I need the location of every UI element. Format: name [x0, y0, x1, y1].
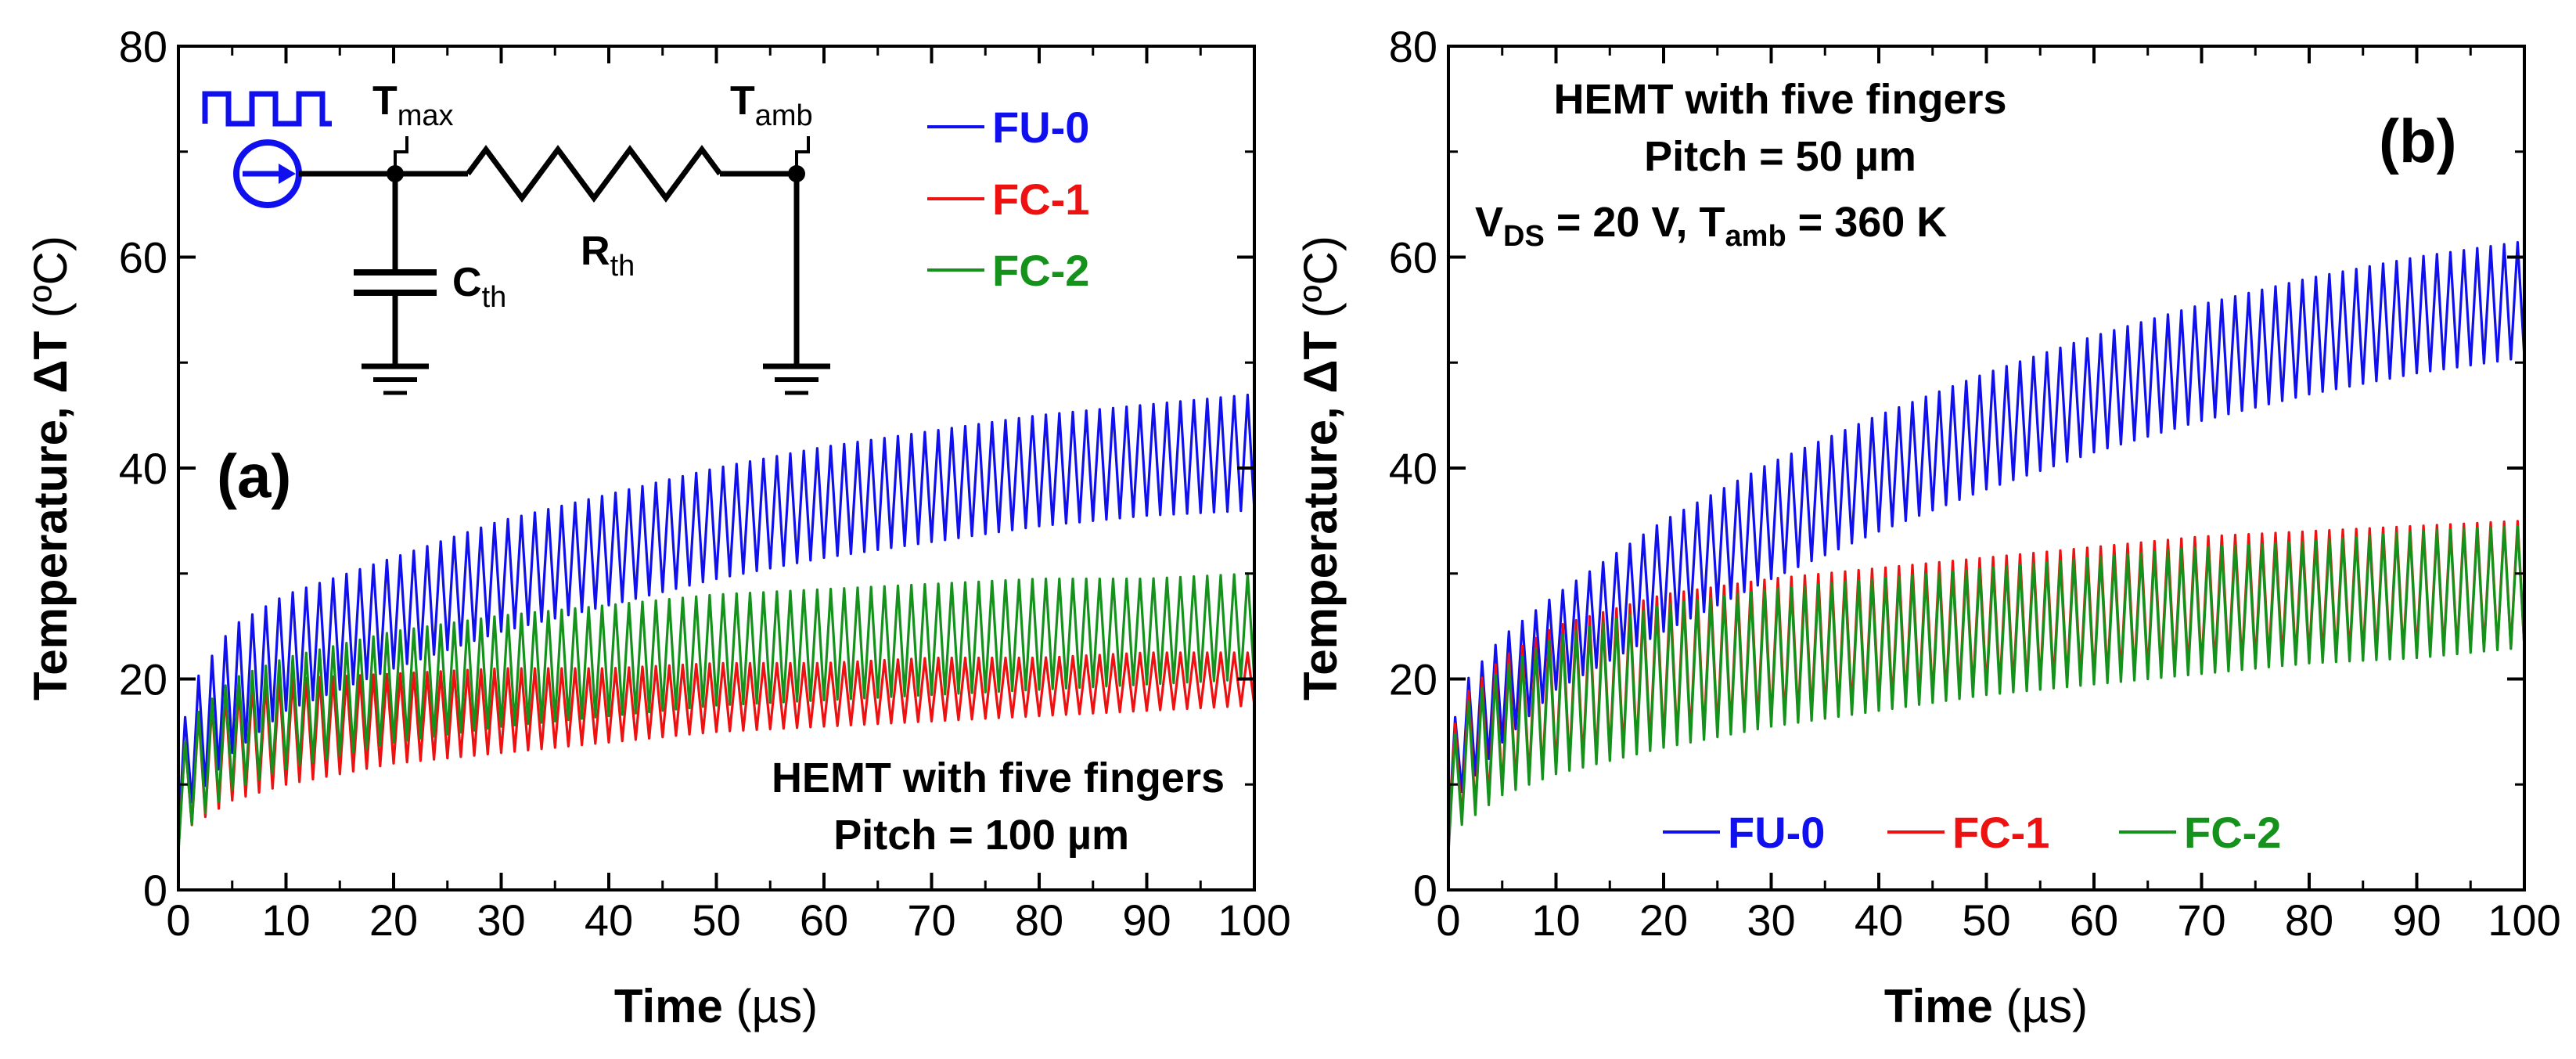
x-tick-label: 10: [261, 895, 310, 945]
y-tick-label: 60: [119, 233, 167, 283]
tmax-bracket: [394, 136, 408, 174]
y-tick-label: 40: [119, 444, 167, 493]
x-tick-label: 30: [477, 895, 525, 945]
panel-b-series-group: [1447, 241, 2526, 853]
y-tick-label: 0: [143, 866, 167, 915]
y-tick-label: 40: [1389, 444, 1437, 493]
pulse-train-icon: [202, 91, 332, 127]
x-tick-label: 20: [1639, 895, 1688, 945]
x-tick-label: 70: [907, 895, 955, 945]
resistor-icon: [466, 145, 722, 203]
x-tick-label: 80: [1015, 895, 1063, 945]
y-tick-label: 80: [119, 22, 167, 71]
panel-a-axis-ticks: 0 10 20 30 40 50 60 70 80 90 100 0 20 40 60 80: [119, 22, 1291, 945]
legend-label-fc-2: FC-2: [992, 246, 1089, 295]
panel-a-annotation-line-2: Pitch = 100 µm: [833, 812, 1129, 859]
tmax-label: Tmax: [372, 78, 454, 132]
legend-label-fc-1: FC-1: [992, 175, 1089, 224]
panel-b-legend: FU-0 FC-1 FC-2: [1663, 808, 2281, 857]
x-tick-label: 80: [2285, 895, 2333, 945]
x-tick-label: 30: [1747, 895, 1795, 945]
panel-b-y-axis-title: Temperature, ΔT (ºC): [1294, 236, 1347, 701]
panel-a-legend: FU-0 FC-1 FC-2: [927, 103, 1089, 295]
x-tick-label: 10: [1531, 895, 1580, 945]
panel-a-x-axis-title: Time (µs): [614, 980, 818, 1032]
capacitor-icon: [354, 269, 437, 296]
y-tick-label: 0: [1413, 866, 1437, 915]
x-tick-label: 100: [1218, 895, 1290, 945]
series-line-fu-0: [1447, 241, 2526, 837]
x-tick-label: 50: [692, 895, 740, 945]
panel-b-x-axis-title: Time (µs): [1884, 980, 2088, 1032]
x-tick-label: 0: [166, 895, 190, 945]
x-tick-label: 20: [369, 895, 418, 945]
y-tick-label: 20: [119, 655, 167, 704]
x-tick-label: 90: [1122, 895, 1171, 945]
y-tick-label: 20: [1389, 655, 1437, 704]
series-line-fc-1: [177, 651, 1256, 848]
y-tick-label: 60: [1389, 233, 1437, 283]
panel-a-annotation-line-1: HEMT with five fingers: [772, 755, 1225, 801]
y-tick-label: 80: [1389, 22, 1437, 71]
panel-a-series-group: [177, 393, 1256, 853]
x-tick-label: 90: [2392, 895, 2441, 945]
tamb-label: Tamb: [730, 78, 813, 132]
series-line-fc-2: [177, 572, 1256, 853]
panel-b-axis-ticks: 0 10 20 30 40 50 60 70 80 90 100 0 20 40 60 80: [1389, 22, 2561, 945]
series-line-fu-0: [177, 393, 1256, 837]
x-tick-label: 40: [1855, 895, 1903, 945]
legend-label-fu-0: FU-0: [992, 103, 1089, 152]
panel-b-annotation-line-1: HEMT with five fingers: [1553, 76, 2006, 123]
x-tick-label: 60: [800, 895, 848, 945]
legend-label-fu-0: FU-0: [1728, 808, 1825, 857]
x-tick-label: 70: [2177, 895, 2225, 945]
cth-label: Cth: [452, 260, 506, 314]
legend-label-fc-2: FC-2: [2184, 808, 2281, 857]
panel-a-y-axis-title: Temperature, ΔT (ºC): [24, 236, 77, 701]
x-tick-label: 40: [585, 895, 633, 945]
series-line-fc-2: [1447, 524, 2526, 853]
x-tick-label: 100: [2488, 895, 2560, 945]
ground-icon: [362, 363, 429, 395]
panel-b-label: (b): [2379, 106, 2457, 175]
panel-a-label: (a): [217, 441, 291, 510]
x-tick-label: 60: [2070, 895, 2118, 945]
panel-b: 0 10 20 30 40 50 60 70 80 90 100 0 20 40 60 80 Time (µs…: [1294, 22, 2561, 1032]
rth-label: Rth: [581, 229, 635, 283]
panel-b-operating-conditions: VDS = 20 V, Tamb = 360 K: [1475, 199, 1947, 253]
x-tick-label: 50: [1962, 895, 2010, 945]
tamb-bracket: [795, 136, 810, 174]
ground-icon: [763, 363, 830, 395]
x-tick-label: 0: [1436, 895, 1460, 945]
current-source-icon: [233, 139, 302, 208]
legend-label-fc-1: FC-1: [1952, 808, 2049, 857]
panel-a: 0 10 20 30 40 50 60 70 80 90 100 0 20 40 60 80 Time (µs…: [24, 22, 1291, 1032]
panel-b-annotation-line-2: Pitch = 50 µm: [1644, 133, 1916, 180]
thermal-circuit-inset: Tmax Tamb Rth Cth: [202, 78, 830, 395]
